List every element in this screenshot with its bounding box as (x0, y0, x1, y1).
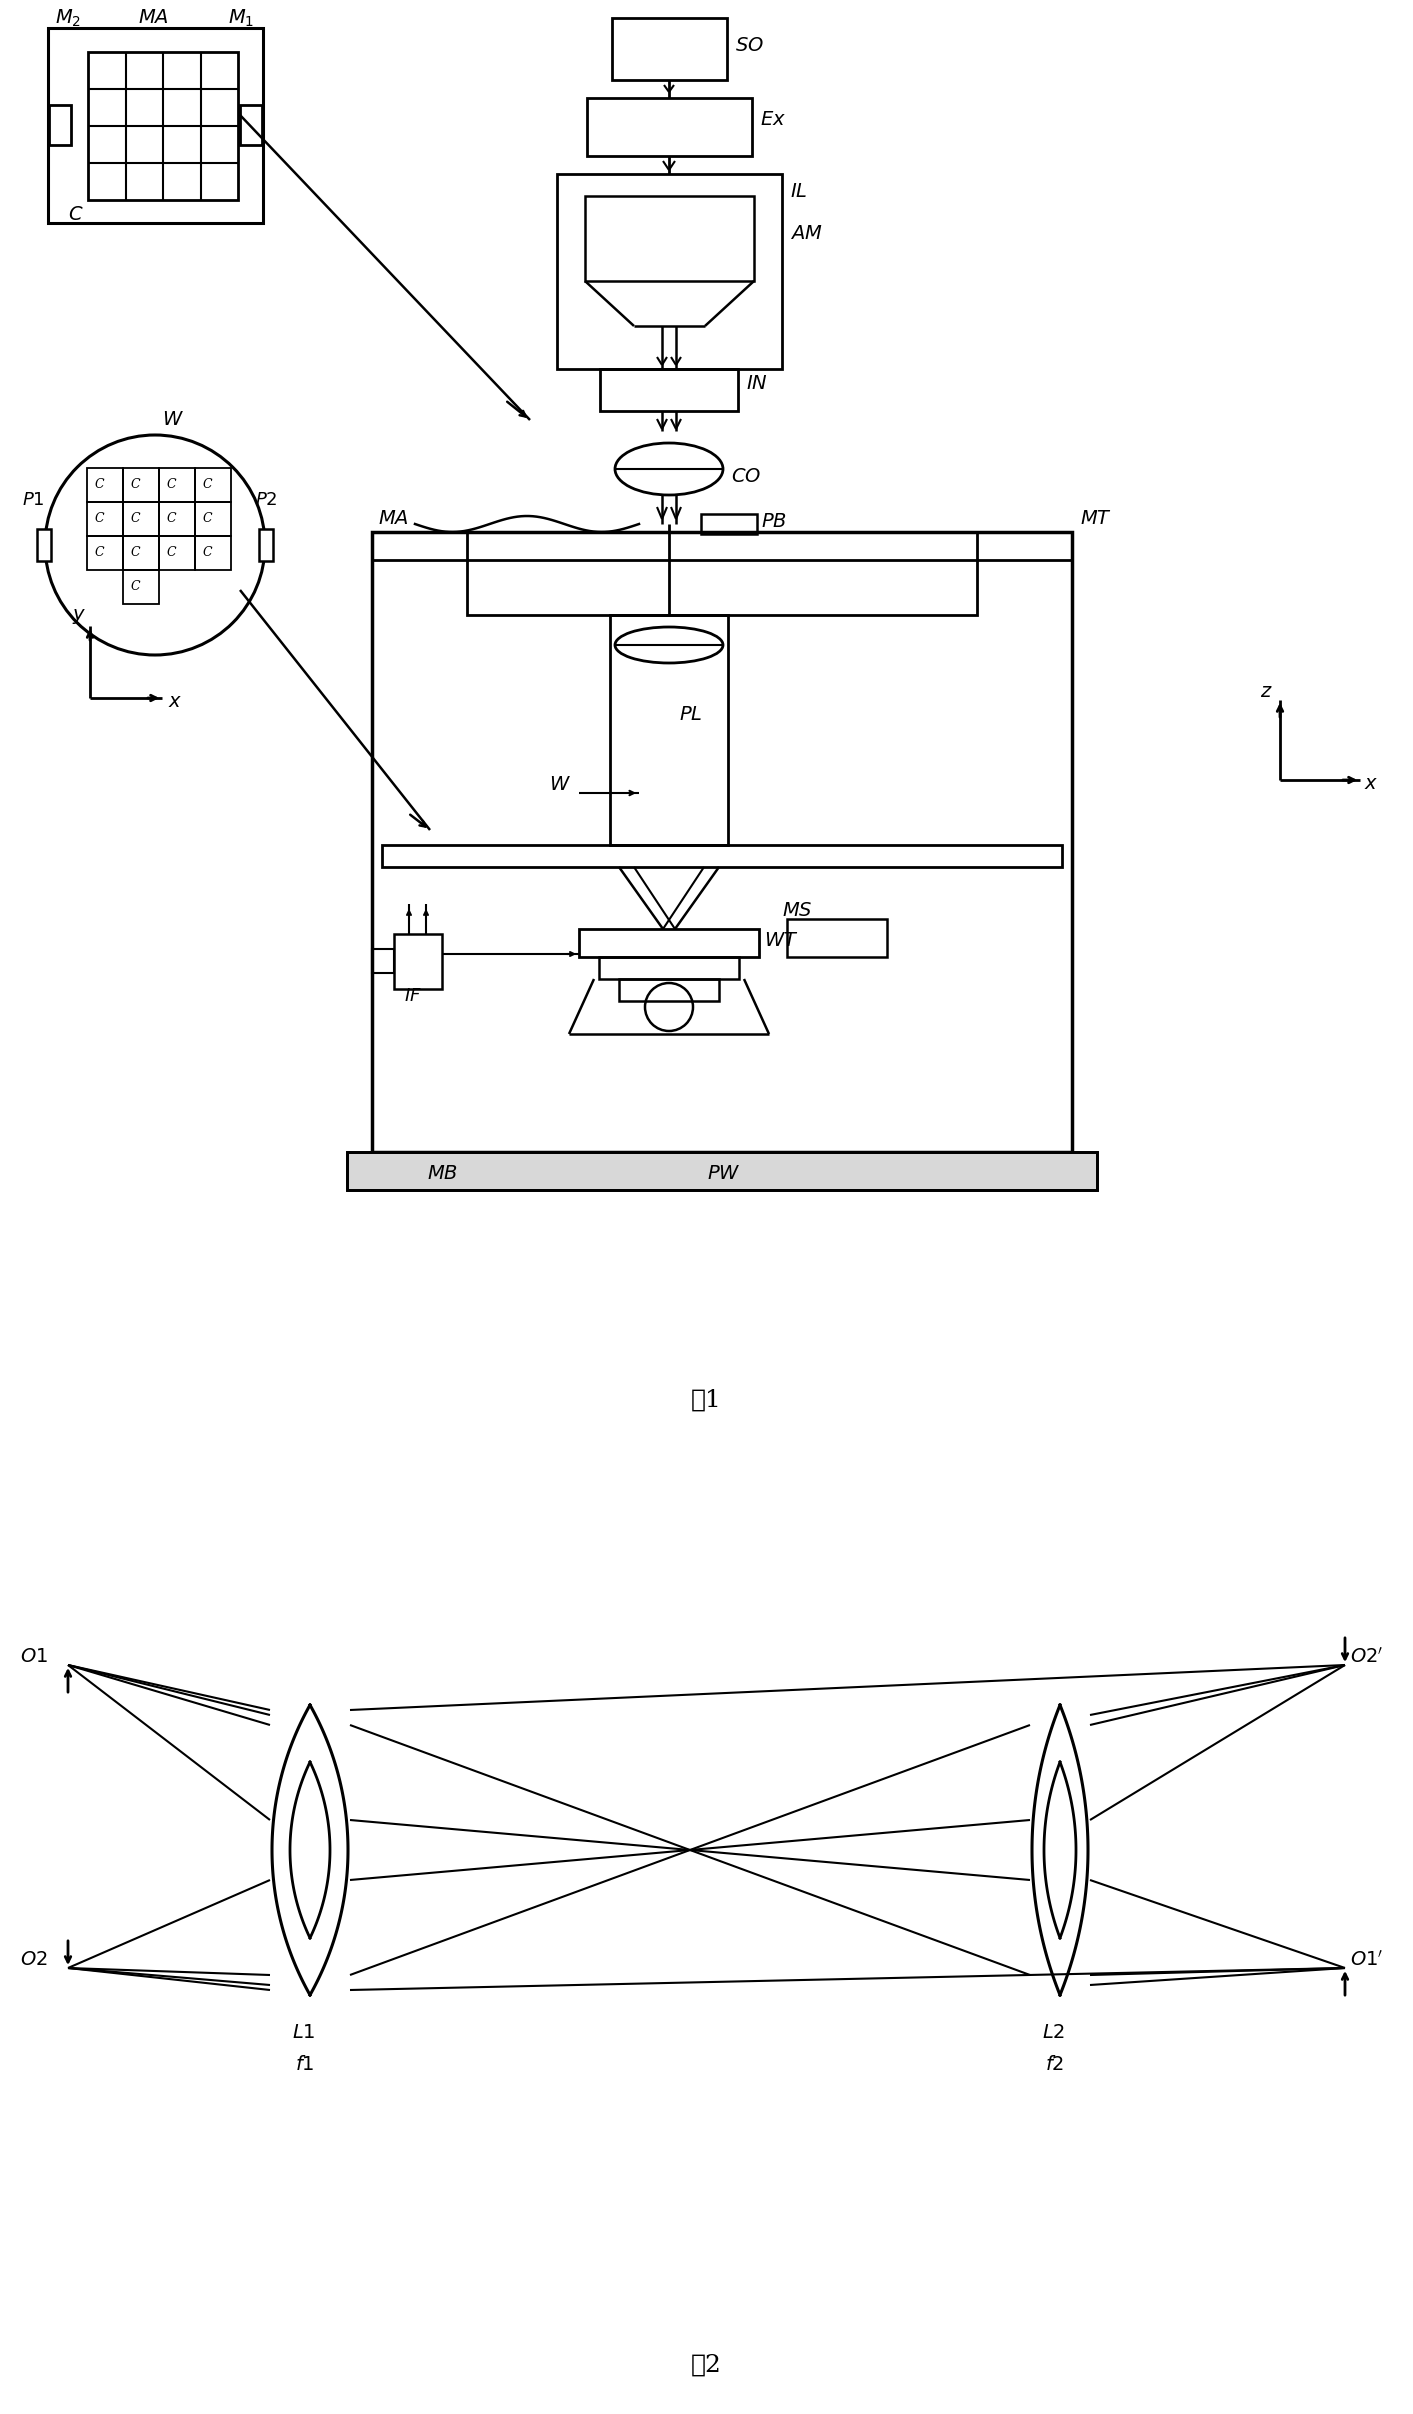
Bar (619, 980, 719, 1002)
Bar (372, 531, 1072, 560)
Text: $\mathit{L2}$: $\mathit{L2}$ (1041, 2023, 1065, 2042)
Bar (88, 468, 123, 502)
Text: $\mathit{IL}$: $\mathit{IL}$ (790, 183, 807, 200)
Bar (599, 956, 739, 980)
Bar (48, 29, 263, 222)
Bar (123, 468, 160, 502)
Text: $\mathit{W}$: $\mathit{W}$ (162, 410, 184, 430)
Text: $\mathit{O2'}$: $\mathit{O2'}$ (1349, 1646, 1383, 1668)
Text: $\mathit{MA}$: $\mathit{MA}$ (379, 509, 408, 529)
Bar (468, 531, 976, 616)
Bar (195, 502, 230, 536)
Text: $\mathit{MT}$: $\mathit{MT}$ (1080, 509, 1112, 529)
Text: C: C (203, 546, 212, 560)
Bar (88, 53, 237, 200)
Text: C: C (203, 512, 212, 526)
Text: C: C (131, 478, 140, 492)
Text: $\mathit{Ex}$: $\mathit{Ex}$ (760, 111, 786, 128)
Bar (49, 104, 71, 145)
Bar (160, 536, 195, 570)
Bar (557, 174, 781, 369)
Text: C: C (95, 512, 105, 526)
Text: C: C (167, 546, 177, 560)
Bar (348, 1151, 1096, 1190)
Text: C: C (95, 546, 105, 560)
Text: C: C (95, 478, 105, 492)
Text: $\mathit{x}$: $\mathit{x}$ (168, 693, 182, 712)
Text: $\mathit{y}$: $\mathit{y}$ (72, 606, 86, 625)
Text: $\mathit{P1}$: $\mathit{P1}$ (23, 490, 45, 509)
Text: C: C (131, 546, 140, 560)
Text: $M_1$: $M_1$ (227, 7, 254, 29)
Text: $\mathit{PB}$: $\mathit{PB}$ (762, 514, 787, 531)
Text: $\mathit{MS}$: $\mathit{MS}$ (781, 903, 812, 920)
Bar (240, 104, 261, 145)
Bar (88, 502, 123, 536)
Bar (372, 949, 394, 973)
Text: $\mathit{W}$: $\mathit{W}$ (550, 775, 571, 794)
Bar (610, 616, 728, 845)
Text: $\mathit{IN}$: $\mathit{IN}$ (746, 374, 767, 393)
Bar (586, 99, 752, 157)
Text: $\mathit{P2}$: $\mathit{P2}$ (254, 490, 277, 509)
Text: C: C (167, 478, 177, 492)
Text: $\mathit{L1}$: $\mathit{L1}$ (292, 2023, 315, 2042)
Bar (601, 369, 738, 410)
Text: $\mathit{MB}$: $\mathit{MB}$ (427, 1166, 458, 1183)
Bar (394, 934, 442, 990)
Text: $\mathit{f1}$: $\mathit{f1}$ (295, 2054, 315, 2074)
Text: $\mathit{C}$: $\mathit{C}$ (68, 205, 83, 225)
Bar (160, 468, 195, 502)
Text: $\mathit{O1}$: $\mathit{O1}$ (20, 1649, 48, 1666)
Bar (259, 529, 273, 560)
Text: $\mathit{AM}$: $\mathit{AM}$ (790, 225, 822, 244)
Text: C: C (167, 512, 177, 526)
Text: $\mathit{O1'}$: $\mathit{O1'}$ (1349, 1951, 1383, 1970)
Bar (612, 17, 728, 80)
Text: $\mathit{O2}$: $\mathit{O2}$ (20, 1951, 48, 1970)
Bar (88, 536, 123, 570)
Text: $\mathit{z}$: $\mathit{z}$ (1260, 683, 1273, 700)
Bar (701, 514, 757, 533)
Text: $\mathit{IF}$: $\mathit{IF}$ (404, 987, 422, 1004)
Bar (123, 502, 160, 536)
Bar (123, 536, 160, 570)
Bar (123, 570, 160, 604)
Text: C: C (203, 478, 212, 492)
Bar (372, 531, 1072, 1151)
Text: $\mathit{MA}$: $\mathit{MA}$ (138, 10, 168, 27)
Bar (195, 468, 230, 502)
Bar (160, 502, 195, 536)
Text: $\mathit{SO}$: $\mathit{SO}$ (735, 36, 764, 56)
Text: $\mathit{CO}$: $\mathit{CO}$ (731, 468, 762, 485)
Text: $\mathit{f2}$: $\mathit{f2}$ (1046, 2054, 1064, 2074)
Text: $\mathit{WT}$: $\mathit{WT}$ (764, 932, 798, 951)
Bar (195, 536, 230, 570)
Bar (348, 1151, 1096, 1190)
Text: C: C (131, 512, 140, 526)
Bar (382, 845, 1063, 867)
Text: $\mathit{PL}$: $\mathit{PL}$ (680, 705, 702, 724)
Bar (37, 529, 51, 560)
Text: $M_2$: $M_2$ (55, 7, 81, 29)
Text: C: C (131, 579, 140, 594)
Text: 图2: 图2 (691, 2354, 722, 2375)
Text: $\mathit{x}$: $\mathit{x}$ (1364, 775, 1378, 794)
Text: 图1: 图1 (691, 1388, 722, 1412)
Bar (787, 920, 887, 956)
Bar (585, 196, 755, 280)
Bar (579, 929, 759, 956)
Text: $\mathit{PW}$: $\mathit{PW}$ (706, 1166, 740, 1183)
